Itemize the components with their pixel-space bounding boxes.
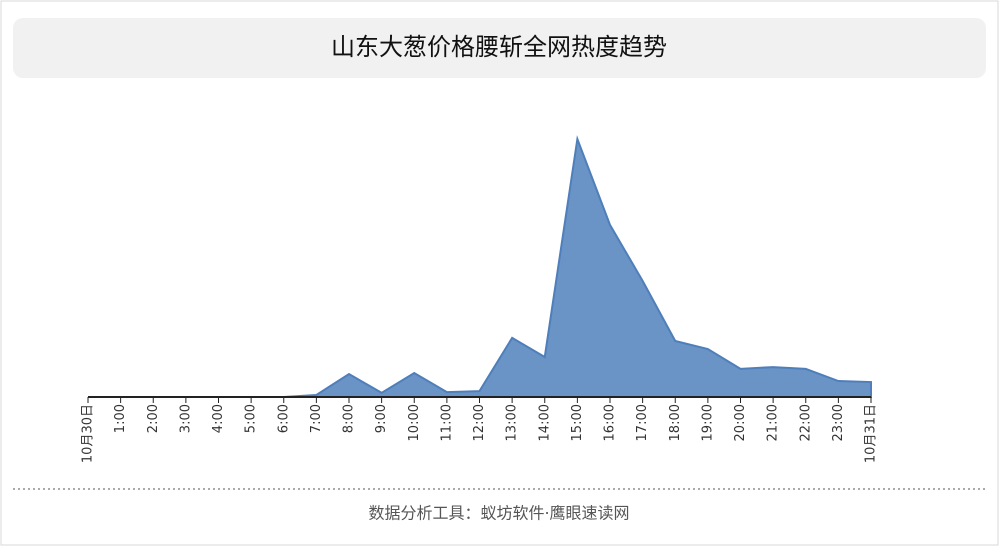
x-tick-label: 1:00 (113, 404, 128, 433)
x-tick-label: 8:00 (342, 404, 357, 433)
x-tick-label: 15:00 (570, 404, 585, 441)
x-tick-label: 5:00 (244, 404, 259, 433)
x-tick-label: 10:00 (407, 404, 422, 441)
x-tick-label: 3:00 (178, 404, 193, 433)
x-tick-label: 13:00 (505, 404, 520, 441)
x-tick-label: 11:00 (439, 404, 454, 441)
x-tick-label: 10月30日 (81, 404, 96, 463)
x-tick-label: 20:00 (733, 404, 748, 441)
title-box (13, 18, 986, 78)
x-tick-label: 21:00 (766, 404, 781, 441)
x-tick-label: 14:00 (537, 404, 552, 441)
x-tick-label: 18:00 (668, 404, 683, 441)
chart-title: 山东大葱价格腰斩全网热度趋势 (331, 33, 667, 61)
x-tick-label: 23:00 (831, 404, 846, 441)
x-tick-label: 22:00 (798, 404, 813, 441)
x-tick-label: 6:00 (276, 404, 291, 433)
x-tick-label: 16:00 (603, 404, 618, 441)
footer: 数据分析工具：蚁坊软件·鹰眼速读网 (368, 504, 629, 523)
x-tick-label: 17:00 (635, 404, 650, 441)
x-tick-label: 2:00 (146, 404, 161, 433)
x-tick-label: 19:00 (700, 404, 715, 441)
x-tick-label: 10月31日 (864, 404, 879, 463)
x-tick-label: 7:00 (309, 404, 324, 433)
x-tick-label: 9:00 (374, 404, 389, 433)
x-tick-label: 12:00 (472, 404, 487, 441)
x-tick-label: 4:00 (211, 404, 226, 433)
